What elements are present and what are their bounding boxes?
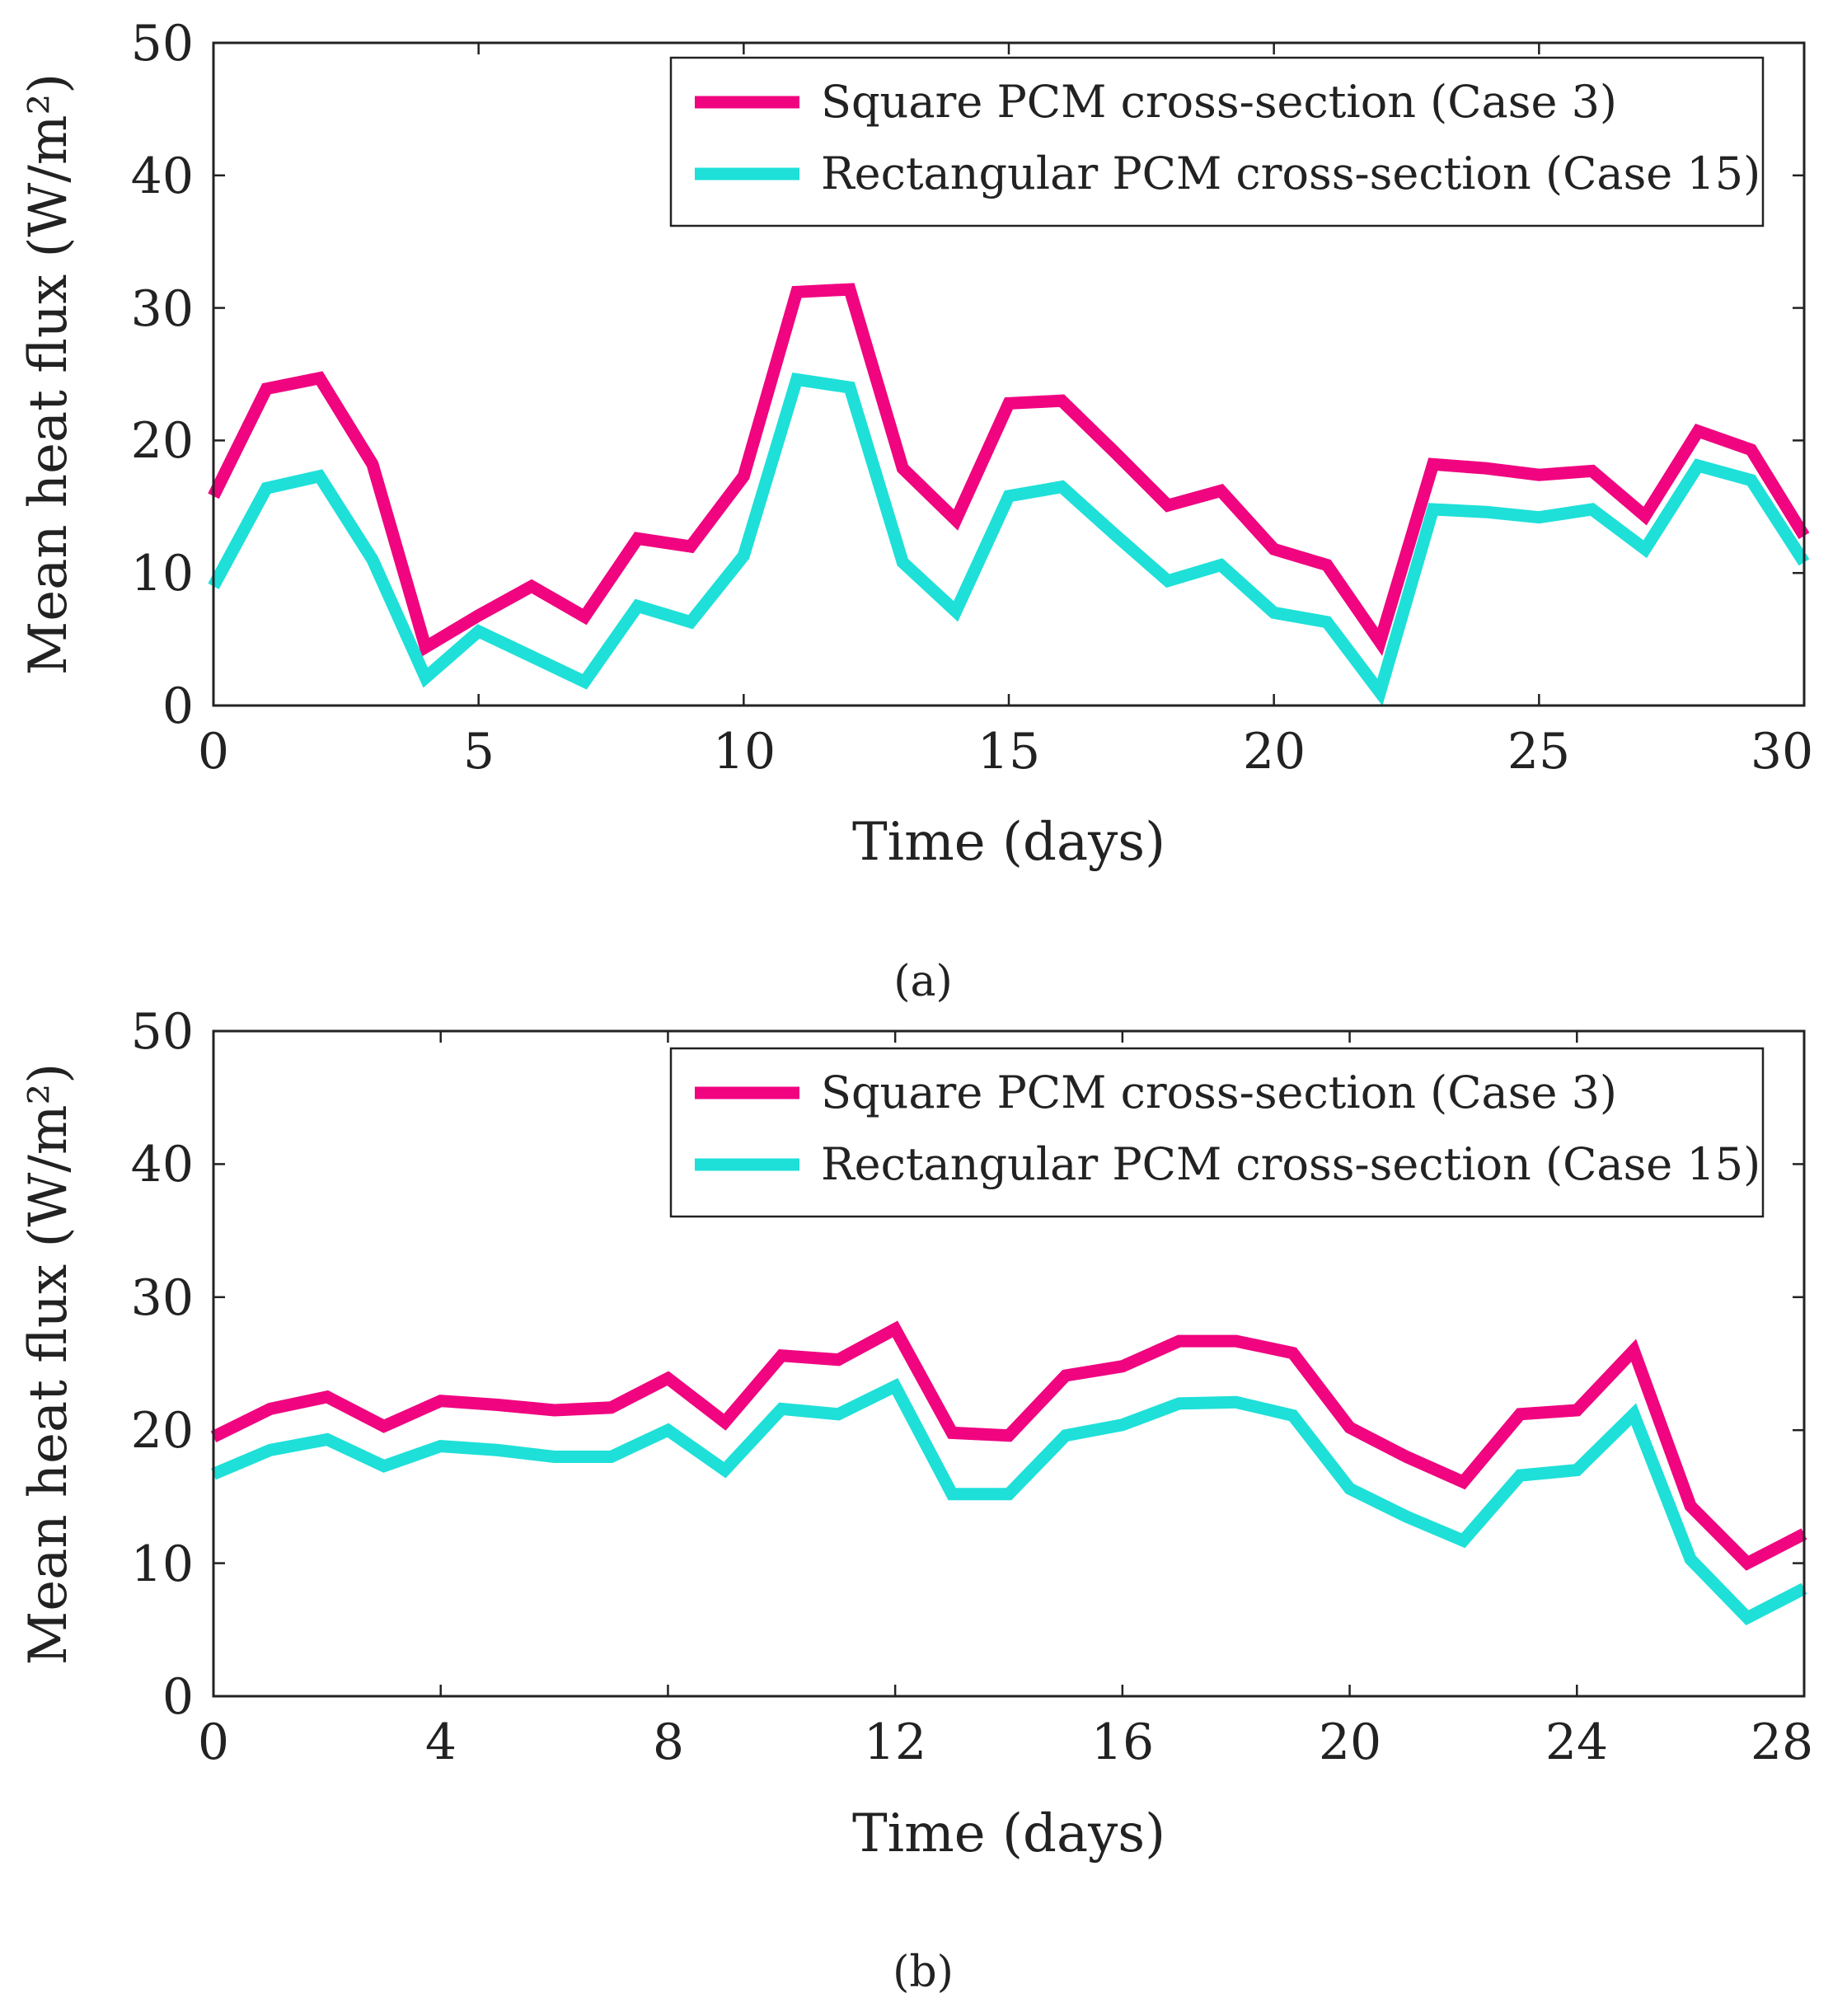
chart-b-xtick-label: 4 <box>425 1714 457 1771</box>
chart-b-xtick-label: 8 <box>653 1714 684 1771</box>
chart-b-series-rectangular <box>211 1377 1807 1626</box>
chart-a-series-rectangular <box>208 373 1810 706</box>
chart-b-xtick-label: 0 <box>198 1714 229 1771</box>
chart-b-ytick-label: 10 <box>131 1535 194 1593</box>
chart-a-x-tick-labels: 0 5 10 15 20 25 30 <box>198 723 1813 781</box>
chart-a-xtick-label: 0 <box>198 723 229 781</box>
chart-b-y-axis-title: Mean heat flux (W/m²) <box>18 1063 79 1665</box>
chart-a-caption: (a) <box>893 957 953 1006</box>
chart-a-xtick-label: 15 <box>977 723 1040 781</box>
chart-a-series-square <box>208 283 1810 657</box>
chart-a-ytick-label: 50 <box>131 15 194 73</box>
chart-b-legend-label-square: Square PCM cross-section (Case 3) <box>821 1067 1617 1118</box>
chart-b-x-axis-title: Time (days) <box>852 1803 1165 1864</box>
chart-b-ytick-label: 0 <box>162 1668 194 1726</box>
chart-b-series <box>210 1320 1807 1626</box>
chart-a-legend: Square PCM cross-section (Case 3) Rectan… <box>669 56 1765 227</box>
chart-b-plot-frame <box>212 1029 1806 1698</box>
chart-a-ytick-label: 10 <box>131 545 194 602</box>
chart-b-legend-label-rectangular: Rectangular PCM cross-section (Case 15) <box>821 1138 1760 1190</box>
chart-b-caption: (b) <box>893 1948 954 1997</box>
chart-a-series <box>208 283 1810 706</box>
chart-b-ytick-label: 20 <box>131 1402 194 1460</box>
chart-b-xtick-label: 12 <box>864 1714 926 1771</box>
chart-b-ytick-label: 50 <box>131 1003 194 1061</box>
chart-a-legend-label-rectangular: Rectangular PCM cross-section (Case 15) <box>821 148 1760 199</box>
chart-a-xtick-label: 10 <box>713 723 776 781</box>
chart-b-x-tick-labels: 0 4 8 12 16 20 24 28 <box>198 1714 1813 1771</box>
chart-b-xtick-label: 16 <box>1091 1714 1154 1771</box>
chart-a-legend-label-square: Square PCM cross-section (Case 3) <box>821 76 1617 128</box>
chart-a-x-axis-title: Time (days) <box>852 812 1165 873</box>
chart-a-xtick-label: 20 <box>1243 723 1306 781</box>
chart-b-legend-box <box>669 1047 1765 1218</box>
chart-a-y-axis-title: Mean heat flux (W/m²) <box>18 73 79 675</box>
chart-b-y-tick-labels: 0 10 20 30 40 50 <box>131 1003 194 1726</box>
chart-b-ytick-label: 40 <box>131 1136 194 1193</box>
chart-a-ytick-label: 0 <box>162 677 194 735</box>
chart-a-y-tick-labels: 0 10 20 30 40 50 <box>131 15 194 735</box>
chart-b-series-square <box>210 1320 1807 1571</box>
chart-a-ytick-label: 30 <box>131 280 194 338</box>
chart-b: 0 10 20 30 40 50 0 4 8 12 16 20 24 28 Ti… <box>18 1003 1813 1997</box>
chart-b-xtick-label: 20 <box>1319 1714 1381 1771</box>
chart-a-xtick-label: 5 <box>463 723 495 781</box>
chart-a-legend-box <box>669 56 1765 227</box>
chart-b-legend: Square PCM cross-section (Case 3) Rectan… <box>669 1047 1765 1218</box>
chart-a: 0 10 20 30 40 50 0 5 10 15 20 25 30 Time… <box>18 15 1813 1006</box>
chart-a-xtick-label: 30 <box>1751 723 1813 781</box>
chart-b-ytick-label: 30 <box>131 1269 194 1327</box>
chart-a-ytick-label: 40 <box>131 148 194 205</box>
chart-a-xtick-label: 25 <box>1507 723 1570 781</box>
chart-a-ytick-label: 20 <box>131 412 194 470</box>
chart-b-xtick-label: 28 <box>1751 1714 1813 1771</box>
chart-b-xtick-label: 24 <box>1545 1714 1608 1771</box>
chart-a-plot-frame <box>212 41 1806 707</box>
